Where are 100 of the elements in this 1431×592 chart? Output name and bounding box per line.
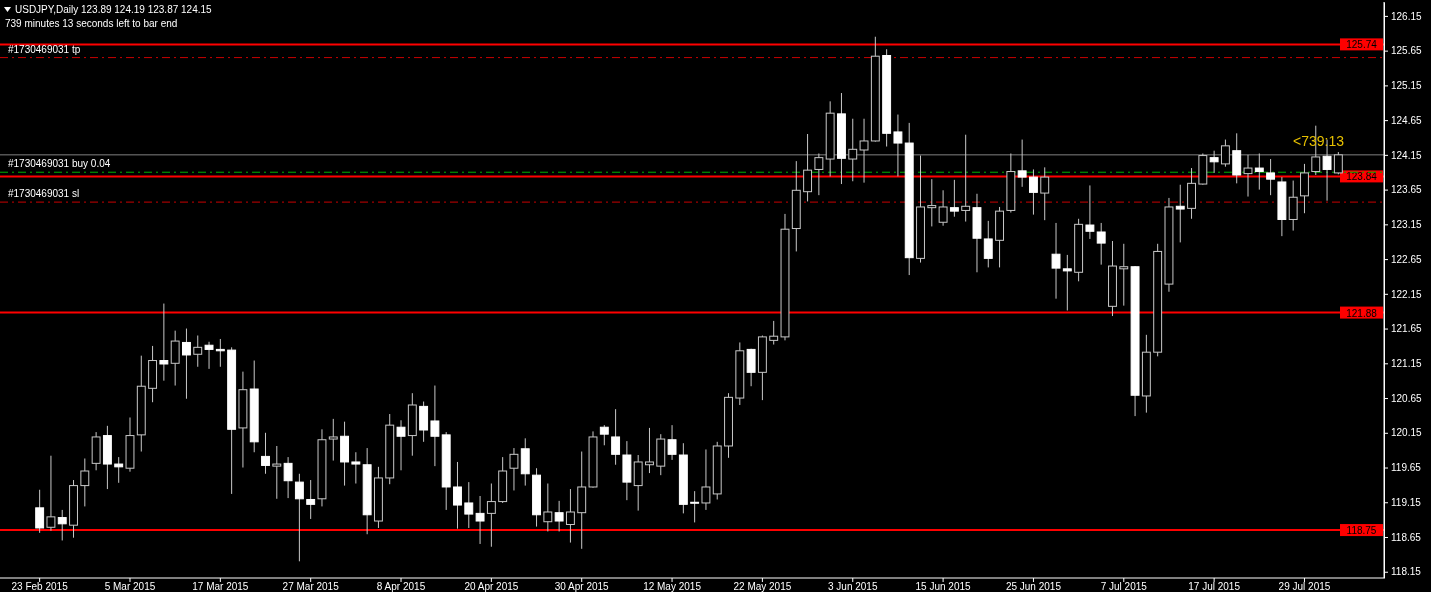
candlestick (294, 473, 304, 562)
ref-line-label: 118.75 (1346, 525, 1377, 537)
candlestick (182, 328, 191, 400)
candlestick (543, 483, 553, 532)
candlestick (938, 189, 948, 227)
candlestick (814, 152, 824, 196)
candlestick (1288, 180, 1298, 232)
candlestick (46, 455, 56, 532)
y-tick-label: 122.65 (1391, 253, 1423, 265)
candlestick (1300, 163, 1309, 214)
candlestick (1028, 168, 1038, 216)
ref-line-label: 125.74 (1346, 39, 1378, 51)
x-tick-label: 20 Apr 2015 (464, 581, 519, 592)
y-tick-label: 121.15 (1391, 358, 1423, 369)
candlestick (1266, 158, 1276, 196)
candlestick (949, 179, 959, 218)
candlestick (215, 338, 225, 368)
ref-line-label: #1730469031 buy 0.04 (8, 158, 111, 170)
y-tick-label: 120.15 (1391, 427, 1423, 439)
candlestick (1085, 184, 1095, 240)
candlestick (475, 495, 485, 545)
x-tick-label: 27 Mar 2015 (282, 581, 340, 592)
x-tick-label: 7 Jul 2015 (1100, 581, 1148, 592)
candlestick (983, 220, 993, 268)
candlestick (1254, 152, 1264, 191)
candlestick (1175, 184, 1185, 243)
x-tick-label: 8 Apr 2015 (376, 581, 426, 592)
chart-title: USDJPY,Daily 123.89 124.19 123.87 124.15 (15, 4, 213, 15)
candlestick (746, 348, 756, 387)
candlestick (611, 408, 621, 466)
ref-line-label: #1730469031 tp (8, 43, 81, 55)
x-tick-label: 15 Jun 2015 (915, 581, 972, 592)
candlestick (554, 500, 564, 532)
x-tick-label: 22 May 2015 (733, 581, 792, 592)
x-tick-label: 12 May 2015 (643, 581, 702, 592)
candlestick (1096, 222, 1106, 266)
candlestick (645, 427, 654, 474)
ref-line-label: 123.84 (1346, 171, 1378, 183)
candlestick (1051, 222, 1061, 300)
y-tick-label: 119.65 (1391, 462, 1422, 474)
candlestick (1209, 150, 1219, 174)
candlestick (961, 134, 971, 223)
candlestick (328, 418, 338, 462)
candlestick (486, 483, 496, 548)
candlestick (159, 303, 169, 382)
y-tick-label: 126.15 (1391, 10, 1423, 22)
candlestick (351, 451, 361, 485)
candlestick (396, 419, 406, 471)
candlestick (272, 445, 282, 500)
candlestick (193, 335, 203, 368)
x-tick-label: 5 Mar 2015 (104, 581, 156, 592)
ref-line-label: #1730469031 sl (8, 188, 80, 200)
candlestick (114, 456, 124, 484)
x-tick-label: 30 Apr 2015 (554, 581, 610, 592)
candlestick (927, 178, 937, 227)
x-tick-label: 17 Jul 2015 (1188, 581, 1241, 592)
ref-line-label: 121.88 (1346, 307, 1378, 319)
candlestick (859, 118, 869, 184)
candlestick (1062, 254, 1072, 311)
candlestick (701, 448, 711, 511)
x-tick-label: 3 Jun 2015 (828, 581, 878, 592)
candlestick (80, 457, 90, 507)
candlestick (1119, 243, 1129, 307)
candlestick (848, 118, 858, 182)
candlestick (565, 488, 575, 544)
x-tick-label: 17 Mar 2015 (192, 581, 249, 592)
y-tick-label: 123.15 (1391, 219, 1423, 231)
candlestick (667, 424, 677, 461)
candlestick (261, 432, 270, 475)
y-tick-label: 118.15 (1391, 566, 1422, 578)
candlestick (430, 385, 440, 467)
candlestick (306, 479, 316, 520)
y-tick-label: 120.65 (1391, 392, 1423, 404)
y-tick-label: 123.65 (1391, 184, 1423, 196)
x-tick-label: 29 Jul 2015 (1278, 581, 1331, 592)
candlestick (1220, 139, 1230, 168)
y-tick-label: 119.15 (1391, 496, 1422, 508)
candlestick (509, 447, 519, 491)
candlestick (803, 133, 813, 202)
y-tick-label: 125.65 (1391, 45, 1423, 57)
candlestick (464, 481, 474, 529)
candlestick (204, 341, 214, 370)
candlestick (599, 424, 609, 446)
x-tick-label: 25 Jun 2015 (1005, 581, 1062, 592)
text: 739 minutes 13 seconds left to bar end (5, 18, 178, 29)
candlestick (1040, 166, 1050, 221)
candlestick (769, 320, 779, 346)
y-tick-label: 125.15 (1391, 80, 1423, 92)
candlestick (633, 454, 643, 512)
candlestick (170, 330, 180, 387)
candlestick (893, 114, 903, 177)
y-tick-label: 122.15 (1391, 288, 1423, 300)
y-tick-label: 124.15 (1391, 149, 1423, 161)
candlestick (283, 456, 293, 499)
candlestick (1243, 154, 1253, 198)
candlestick (1017, 139, 1027, 188)
candlestick (57, 509, 67, 541)
x-tick-label: 23 Feb 2015 (11, 581, 69, 592)
candlestick (690, 490, 700, 523)
candlestick (419, 401, 429, 443)
